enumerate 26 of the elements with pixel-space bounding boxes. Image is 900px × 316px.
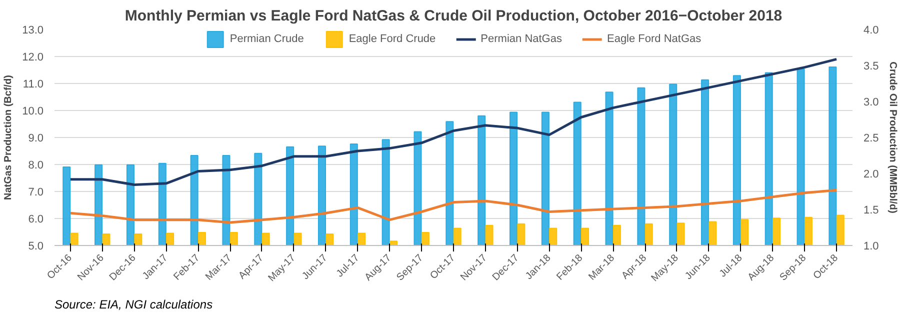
y-tick-label: 11.0	[22, 78, 44, 90]
y-tick-label: 9.0	[28, 132, 44, 144]
y-tick-label: 6.0	[28, 214, 44, 226]
y2-tick-label: 1.5	[864, 204, 879, 216]
y2-tick-label: 3.5	[864, 60, 879, 72]
y2-tick-label: 1.0	[864, 240, 879, 252]
source-note: Source: EIA, NGI calculations	[54, 298, 213, 312]
y2-tick-label: 4.0	[864, 24, 879, 36]
legend-label: Permian NatGas	[480, 33, 562, 45]
line-series	[69, 58, 838, 186]
y2-axis-title: Crude Oil Production (MMBbl/d)	[886, 62, 898, 214]
y-tick-label: 5.0	[28, 240, 44, 252]
y-tick-label: 12.0	[22, 52, 44, 64]
y-tick-label: 7.0	[28, 186, 44, 198]
legend-label: Eagle Ford Crude	[348, 33, 436, 45]
legend-label: Permian Crude	[230, 33, 304, 45]
chart-title: Monthly Permian vs Eagle Ford NatGas & Crude Oil Production, October 2016−October 2018	[124, 8, 782, 24]
line-series	[69, 188, 838, 224]
y2-tick-label: 2.0	[864, 168, 879, 180]
y2-tick-label: 3.0	[864, 96, 879, 108]
y-tick-label: 8.0	[28, 160, 44, 172]
y-tick-label: 13.0	[22, 24, 44, 36]
legend-label: Eagle Ford NatGas	[606, 33, 702, 45]
y-tick-label: 10.0	[22, 106, 44, 118]
y2-tick-label: 2.5	[864, 132, 879, 144]
y-axis-title: NatGas Production (Bcf/d)	[3, 74, 14, 200]
